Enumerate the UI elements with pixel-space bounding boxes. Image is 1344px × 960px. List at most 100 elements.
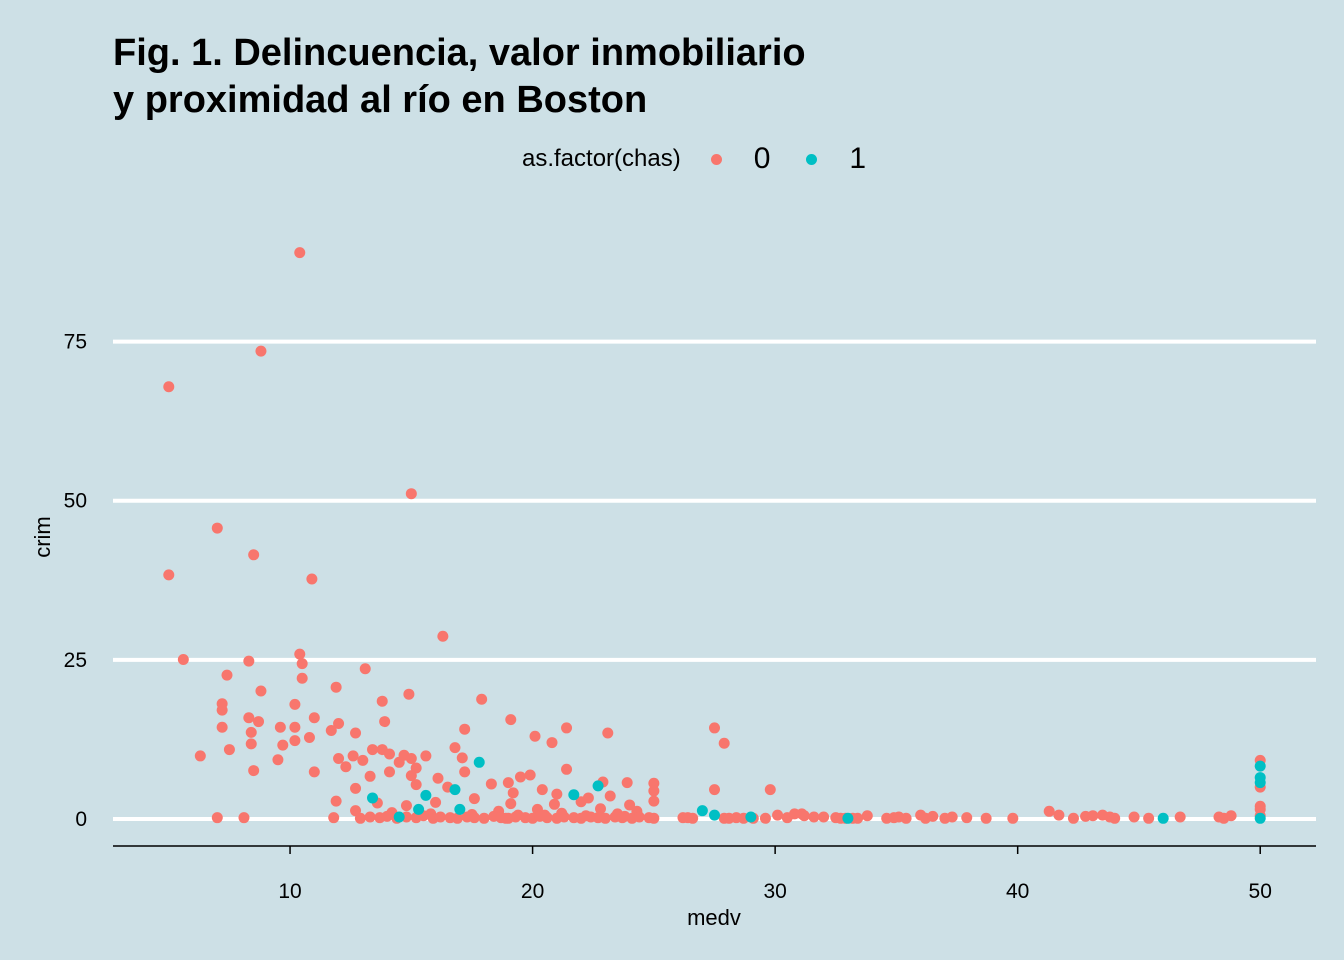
chart-title-line1: Fig. 1. Delincuencia, valor inmobiliario	[113, 32, 806, 74]
data-point-chas-0	[277, 739, 289, 751]
x-tick-label: 50	[1249, 880, 1272, 903]
data-point-chas-0	[410, 779, 422, 791]
data-point-chas-0	[648, 812, 660, 824]
data-point-chas-0	[524, 769, 536, 781]
y-tick-label: 25	[64, 649, 87, 672]
data-point-chas-0	[514, 771, 526, 783]
data-point-chas-1	[473, 756, 485, 768]
data-point-chas-0	[1007, 812, 1019, 824]
data-point-chas-0	[927, 810, 939, 822]
data-point-chas-0	[420, 750, 432, 762]
data-point-chas-0	[376, 695, 388, 707]
data-point-chas-0	[772, 809, 784, 821]
data-point-chas-0	[354, 812, 366, 824]
data-point-chas-0	[478, 812, 490, 824]
data-point-chas-1	[568, 789, 580, 801]
data-point-chas-0	[687, 812, 699, 824]
data-point-chas-0	[580, 810, 592, 822]
data-point-chas-0	[357, 754, 369, 766]
data-point-chas-0	[558, 811, 570, 823]
data-point-chas-1	[745, 811, 757, 823]
data-point-chas-0	[223, 744, 235, 756]
data-point-chas-0	[476, 693, 488, 705]
data-point-chas-0	[434, 811, 446, 823]
data-point-chas-0	[350, 782, 362, 794]
data-point-chas-0	[437, 630, 449, 642]
data-point-chas-0	[718, 737, 730, 749]
data-point-chas-0	[253, 716, 265, 728]
data-point-chas-0	[852, 812, 864, 824]
data-point-chas-0	[633, 811, 645, 823]
data-point-chas-0	[248, 549, 260, 561]
data-point-chas-0	[221, 669, 233, 681]
data-point-chas-0	[505, 714, 517, 726]
data-point-chas-0	[245, 738, 257, 750]
data-point-chas-0	[468, 812, 480, 824]
data-point-chas-0	[459, 766, 471, 778]
data-point-chas-0	[383, 766, 395, 778]
data-point-chas-0	[296, 658, 308, 670]
y-tick-label: 75	[64, 331, 87, 354]
data-point-chas-0	[502, 777, 514, 789]
data-point-chas-0	[432, 772, 444, 784]
data-point-chas-1	[420, 789, 432, 801]
data-point-chas-0	[648, 785, 660, 797]
data-point-chas-1	[1254, 777, 1266, 789]
legend: as.factor(chas) 0 1	[522, 142, 902, 176]
x-tick-label: 10	[278, 880, 301, 903]
data-point-chas-0	[393, 756, 405, 768]
data-point-chas-0	[248, 765, 260, 777]
data-point-chas-0	[177, 654, 189, 666]
data-point-chas-0	[1087, 810, 1099, 822]
data-point-chas-1	[592, 780, 604, 792]
data-point-chas-0	[1043, 805, 1055, 817]
legend-label-0: 0	[753, 142, 771, 175]
data-point-chas-0	[211, 812, 223, 824]
data-point-chas-0	[1053, 809, 1065, 821]
data-point-chas-0	[604, 790, 616, 802]
data-point-chas-0	[1143, 812, 1155, 824]
data-point-chas-0	[561, 763, 573, 775]
data-point-chas-0	[330, 681, 342, 693]
data-point-chas-0	[1128, 811, 1140, 823]
x-tick-label: 40	[1006, 880, 1029, 903]
data-point-chas-1	[709, 809, 720, 821]
data-point-chas-0	[451, 812, 463, 824]
data-point-chas-0	[405, 488, 417, 500]
data-point-chas-0	[289, 698, 301, 710]
chart-title: Fig. 1. Delincuencia, valor inmobiliario…	[113, 30, 806, 124]
y-tick-label: 50	[64, 490, 87, 513]
data-point-chas-0	[459, 723, 471, 735]
data-point-chas-0	[648, 777, 660, 789]
data-point-chas-0	[1067, 812, 1079, 824]
data-point-chas-0	[289, 721, 301, 733]
data-point-chas-0	[548, 798, 560, 810]
data-point-chas-0	[1225, 810, 1237, 822]
data-point-chas-0	[383, 748, 395, 760]
data-point-chas-0	[546, 737, 558, 749]
data-point-chas-1	[413, 803, 425, 815]
data-point-chas-0	[485, 778, 497, 790]
x-tick-label: 30	[763, 880, 786, 903]
data-point-chas-1	[367, 792, 379, 804]
data-point-chas-0	[619, 810, 631, 822]
data-point-chas-0	[536, 784, 548, 796]
data-point-chas-0	[243, 712, 255, 724]
data-point-chas-0	[211, 522, 223, 534]
data-point-chas-0	[379, 716, 391, 728]
data-point-chas-0	[364, 770, 376, 782]
legend-key-1	[806, 153, 818, 165]
data-point-chas-0	[294, 247, 306, 259]
data-point-chas-0	[980, 812, 992, 824]
data-point-chas-0	[381, 810, 393, 822]
data-point-chas-0	[328, 812, 340, 824]
data-point-chas-1	[1254, 812, 1266, 824]
data-point-chas-0	[764, 784, 776, 796]
data-point-chas-1	[449, 784, 461, 796]
data-point-chas-0	[216, 721, 228, 733]
data-point-chas-0	[289, 735, 301, 747]
data-point-chas-0	[539, 809, 551, 821]
data-point-chas-0	[403, 688, 415, 700]
data-point-chas-0	[624, 799, 636, 811]
